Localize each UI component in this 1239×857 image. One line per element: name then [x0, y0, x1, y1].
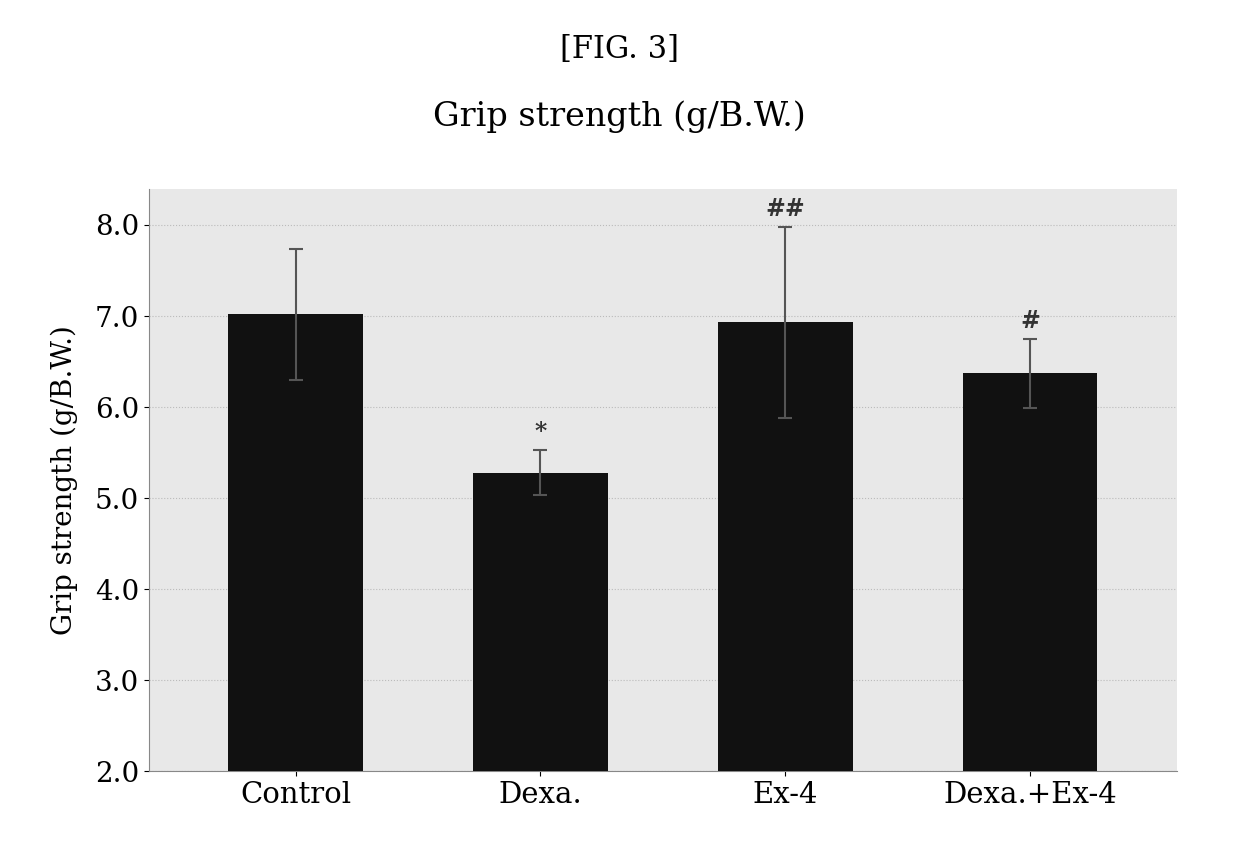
Bar: [963, 374, 1098, 857]
Text: [FIG. 3]: [FIG. 3]: [560, 34, 679, 65]
Bar: [473, 473, 608, 857]
Text: *: *: [534, 421, 546, 445]
Bar: [717, 322, 852, 857]
Text: ##: ##: [766, 197, 805, 221]
Text: #: #: [1020, 309, 1040, 333]
Y-axis label: Grip strength (g/B.W.): Grip strength (g/B.W.): [51, 325, 78, 635]
Text: Grip strength (g/B.W.): Grip strength (g/B.W.): [434, 100, 805, 133]
Bar: [228, 315, 363, 857]
